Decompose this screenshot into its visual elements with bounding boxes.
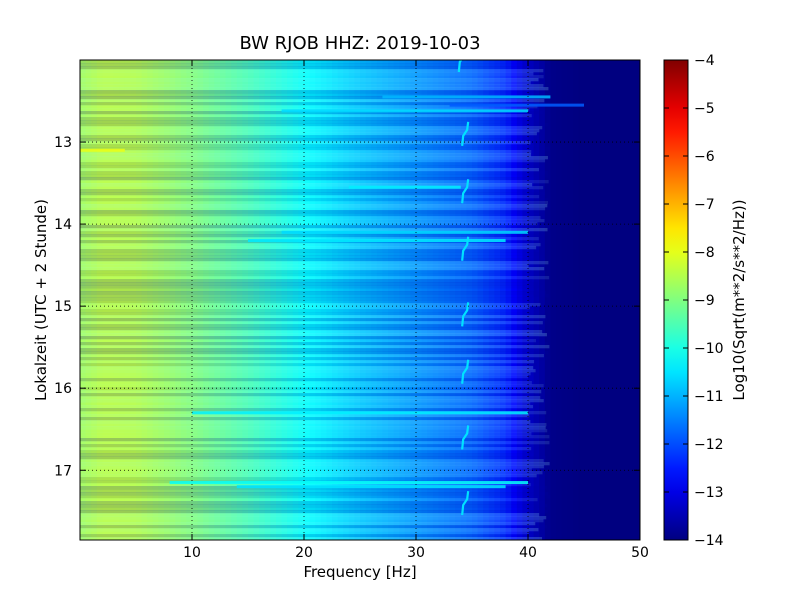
colorbar-tick-label: −8 [694,245,715,261]
x-axis: 10 20 30 40 50 [183,60,649,561]
x-tick-label: 30 [407,545,425,561]
transient-mark [457,60,463,73]
transient-mark [461,302,470,327]
y-tick-label: 17 [54,463,72,479]
y-tick-label: 16 [54,381,72,397]
colorbar-tick-label: −9 [694,293,715,309]
colorbar-tick-label: −10 [694,341,724,357]
transient-mark [461,425,470,450]
y-axis-label: Lokalzeit (UTC + 2 Stunde) [32,199,50,401]
transient-mark [461,359,470,384]
colorbar-axis: −4 −5 −6 −7 −8 −9 −10 −11 −12 −13 −14 [664,53,724,549]
x-tick-label: 40 [519,545,537,561]
colorbar-tick-label: −6 [694,149,715,165]
colorbar-tick-label: −13 [694,485,724,501]
chart-title: BW RJOB HHZ: 2019-10-03 [239,33,480,54]
y-tick-label: 15 [54,299,72,315]
colorbar-tick-label: −4 [694,53,715,69]
colorbar-tick-label: −12 [694,437,724,453]
colorbar-tick-label: −7 [694,197,715,213]
transient-mark [461,179,470,204]
plot-frame [79,59,641,541]
y-tick-label: 14 [54,217,72,233]
y-tick-label: 13 [54,135,72,151]
colorbar-tick-label: −11 [694,389,724,405]
colorbar-tick-label: −14 [694,533,724,549]
x-tick-label: 10 [183,545,201,561]
x-tick-label: 20 [295,545,313,561]
transient-mark [461,236,470,261]
spectrogram-heatmap [80,60,640,540]
colorbar-label: Log10(Sqrt(m**2/s**2/Hz)) [730,199,748,400]
grid-lines [80,60,640,540]
x-tick-label: 50 [631,545,649,561]
y-axis: 13 14 15 16 17 [54,135,640,479]
colorbar-tick-label: −5 [694,101,715,117]
transient-mark [461,121,470,146]
transient-mark [461,490,470,516]
x-axis-label: Frequency [Hz] [303,563,416,581]
